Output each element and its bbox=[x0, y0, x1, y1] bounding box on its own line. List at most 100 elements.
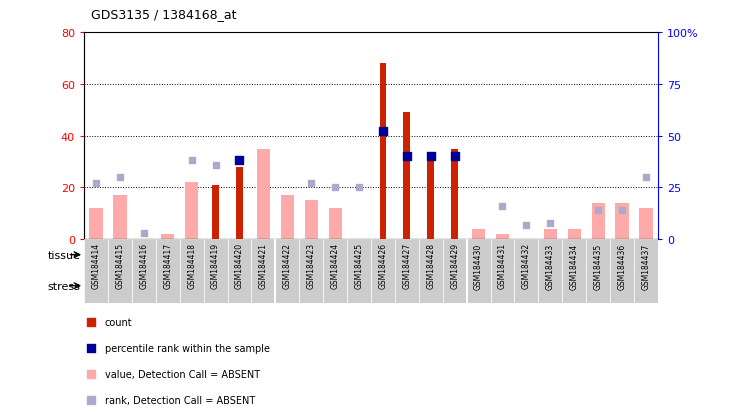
Text: GSM184416: GSM184416 bbox=[140, 243, 148, 289]
Bar bbox=[515, 240, 538, 304]
Point bbox=[114, 174, 126, 181]
Text: fasted: fasted bbox=[212, 281, 243, 291]
Point bbox=[616, 207, 628, 214]
Text: white adipose tissue: white adipose tissue bbox=[321, 250, 421, 260]
Bar bbox=[161, 235, 174, 240]
Bar bbox=[185, 183, 198, 240]
Point bbox=[545, 220, 556, 226]
Text: GSM184420: GSM184420 bbox=[235, 243, 244, 289]
Bar bbox=[586, 240, 610, 304]
Point bbox=[329, 185, 341, 191]
Text: GSM184422: GSM184422 bbox=[283, 243, 292, 289]
Text: GSM184415: GSM184415 bbox=[115, 243, 124, 289]
Bar bbox=[466, 240, 491, 304]
Text: GSM184414: GSM184414 bbox=[91, 243, 101, 289]
Text: GSM184423: GSM184423 bbox=[307, 243, 316, 289]
Text: GSM184430: GSM184430 bbox=[474, 243, 483, 289]
Text: GSM184428: GSM184428 bbox=[426, 243, 435, 289]
Point bbox=[138, 230, 150, 237]
Point bbox=[592, 207, 604, 214]
Text: GSM184429: GSM184429 bbox=[450, 243, 459, 289]
Text: GSM184418: GSM184418 bbox=[187, 243, 196, 289]
Point bbox=[186, 158, 197, 164]
Bar bbox=[640, 209, 653, 240]
Bar bbox=[89, 209, 102, 240]
Bar bbox=[212, 185, 219, 240]
Text: count: count bbox=[105, 318, 132, 328]
Bar bbox=[276, 271, 371, 301]
Bar bbox=[305, 201, 318, 240]
Point bbox=[353, 185, 365, 191]
Text: liver: liver bbox=[552, 250, 573, 260]
Bar bbox=[491, 240, 515, 304]
Text: fasted: fasted bbox=[404, 281, 434, 291]
Text: GSM184432: GSM184432 bbox=[522, 243, 531, 289]
Text: value, Detection Call = ABSENT: value, Detection Call = ABSENT bbox=[105, 369, 260, 379]
Bar bbox=[443, 240, 466, 304]
Point bbox=[425, 154, 436, 160]
Bar bbox=[610, 240, 634, 304]
Bar bbox=[466, 271, 562, 301]
Bar bbox=[472, 229, 485, 240]
Bar bbox=[347, 240, 371, 304]
Bar bbox=[562, 240, 586, 304]
Bar bbox=[371, 240, 395, 304]
Bar bbox=[562, 271, 658, 301]
Point bbox=[90, 180, 102, 187]
Bar bbox=[538, 240, 562, 304]
Point bbox=[306, 180, 317, 187]
Text: control: control bbox=[306, 281, 340, 291]
Text: GSM184436: GSM184436 bbox=[618, 243, 626, 289]
Bar bbox=[180, 271, 276, 301]
Point bbox=[210, 162, 221, 169]
Text: control: control bbox=[115, 281, 149, 291]
Bar bbox=[276, 240, 466, 271]
Bar bbox=[276, 240, 299, 304]
Text: GSM184427: GSM184427 bbox=[402, 243, 412, 289]
Bar bbox=[379, 64, 386, 240]
Bar bbox=[281, 196, 294, 240]
Text: tissue: tissue bbox=[48, 250, 80, 260]
Point bbox=[85, 371, 96, 377]
Text: GSM184431: GSM184431 bbox=[498, 243, 507, 289]
Bar bbox=[395, 240, 419, 304]
Text: rank, Detection Call = ABSENT: rank, Detection Call = ABSENT bbox=[105, 395, 255, 405]
Text: GSM184437: GSM184437 bbox=[641, 243, 651, 289]
Text: GSM184425: GSM184425 bbox=[355, 243, 363, 289]
Text: GSM184421: GSM184421 bbox=[259, 243, 268, 289]
Bar bbox=[428, 159, 434, 240]
Bar bbox=[371, 271, 466, 301]
Bar bbox=[108, 240, 132, 304]
Text: GSM184433: GSM184433 bbox=[546, 243, 555, 289]
Text: GSM184434: GSM184434 bbox=[569, 243, 579, 289]
Text: GSM184424: GSM184424 bbox=[330, 243, 340, 289]
Point bbox=[234, 158, 246, 164]
Bar bbox=[180, 240, 204, 304]
Bar bbox=[404, 113, 410, 240]
Bar bbox=[204, 240, 227, 304]
Text: GDS3135 / 1384168_at: GDS3135 / 1384168_at bbox=[91, 8, 237, 21]
Bar bbox=[251, 240, 276, 304]
Point bbox=[640, 174, 652, 181]
Text: control: control bbox=[498, 281, 531, 291]
Bar bbox=[323, 240, 347, 304]
Point bbox=[377, 129, 389, 135]
Bar bbox=[616, 204, 629, 240]
Bar bbox=[113, 196, 126, 240]
Text: stress: stress bbox=[48, 281, 80, 291]
Bar bbox=[257, 149, 270, 240]
Bar bbox=[419, 240, 443, 304]
Text: GSM184435: GSM184435 bbox=[594, 243, 602, 289]
Text: GSM184426: GSM184426 bbox=[379, 243, 387, 289]
Point bbox=[449, 154, 461, 160]
Text: GSM184419: GSM184419 bbox=[211, 243, 220, 289]
Bar bbox=[299, 240, 323, 304]
Bar bbox=[634, 240, 658, 304]
Bar bbox=[591, 204, 605, 240]
Bar bbox=[328, 209, 341, 240]
Bar bbox=[84, 240, 108, 304]
Bar bbox=[84, 240, 276, 271]
Point bbox=[234, 158, 246, 164]
Point bbox=[85, 345, 96, 352]
Point bbox=[520, 222, 532, 228]
